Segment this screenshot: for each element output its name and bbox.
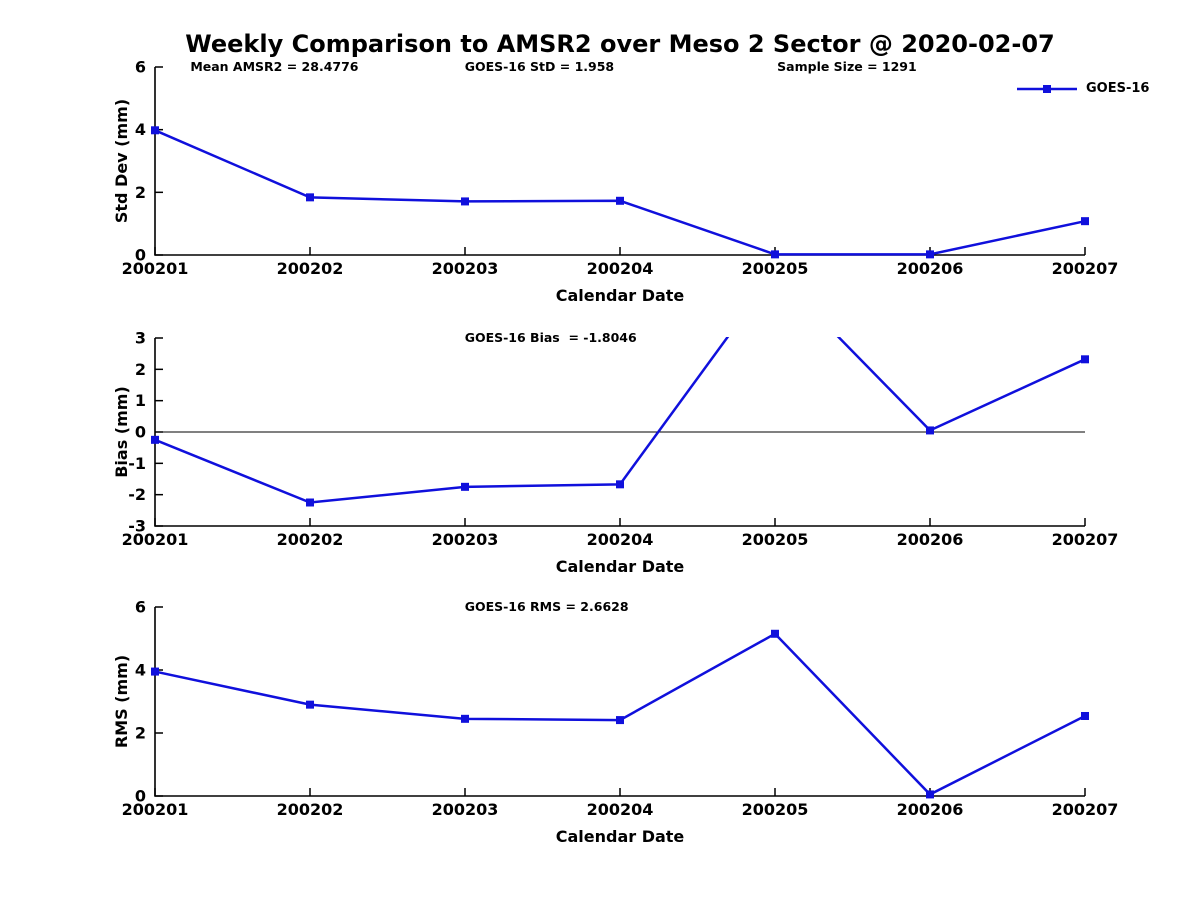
annotation: GOES-16 Bias = -1.8046 (465, 330, 637, 345)
x-tick-label: 200204 (587, 800, 654, 819)
data-point-marker (771, 629, 779, 638)
data-point-marker (461, 482, 469, 491)
y-tick-label: -1 (128, 454, 146, 473)
data-point-marker (926, 426, 934, 435)
data-point-marker (151, 435, 159, 444)
data-point-marker (151, 667, 159, 676)
x-axis-label: Calendar Date (556, 286, 685, 305)
y-tick-label: 0 (135, 787, 146, 806)
x-tick-label: 200206 (897, 530, 964, 549)
data-point-marker (1081, 355, 1089, 364)
y-tick-label: -2 (128, 485, 146, 504)
x-tick-label: 200206 (897, 259, 964, 278)
annotation: Mean AMSR2 = 28.4776 (190, 59, 358, 74)
x-tick-label: 200205 (742, 800, 809, 819)
x-tick-label: 200202 (277, 259, 344, 278)
y-axis-label: RMS (mm) (112, 655, 131, 748)
plot-rms: 200201 200202 200203 200204 200205 200206 2002… (112, 598, 1118, 847)
data-line (154, 337, 1086, 504)
x-tick-label: 200203 (432, 530, 499, 549)
data-point-marker (151, 126, 159, 135)
x-axis-label: Calendar Date (556, 827, 685, 846)
x-tick-label: 200206 (897, 800, 964, 819)
data-point-marker (1081, 711, 1089, 720)
data-point-marker (616, 716, 624, 725)
x-tick-label: 200205 (742, 530, 809, 549)
x-tick-label: 200207 (1052, 259, 1119, 278)
data-point-marker (306, 498, 314, 507)
x-tick-label: 200202 (277, 530, 344, 549)
data-point-marker (306, 700, 314, 709)
annotation: GOES-16 StD = 1.958 (465, 59, 614, 74)
y-tick-label: 6 (135, 58, 146, 77)
y-tick-label: 0 (135, 423, 146, 442)
data-point-marker (461, 197, 469, 206)
data-point-marker (926, 790, 934, 799)
x-axis-label: Calendar Date (556, 557, 685, 576)
y-tick-label: 1 (135, 391, 146, 410)
y-tick-label: 3 (135, 329, 146, 348)
legend: GOES-16 (1016, 81, 1149, 96)
x-tick-label: 200203 (432, 800, 499, 819)
legend-marker-icon (1043, 84, 1051, 93)
data-line (154, 632, 1086, 796)
y-tick-label: 2 (135, 183, 146, 202)
data-point-marker (461, 714, 469, 723)
legend-label: GOES-16 (1086, 81, 1150, 96)
x-tick-label: 200201 (122, 800, 189, 819)
x-tick-label: 200204 (587, 259, 654, 278)
x-tick-label: 200205 (742, 259, 809, 278)
y-tick-label: 2 (135, 360, 146, 379)
data-point-marker (926, 250, 934, 259)
x-tick-label: 200202 (277, 800, 344, 819)
data-point-marker (616, 196, 624, 205)
y-tick-label: 0 (135, 246, 146, 265)
data-point-marker (1081, 217, 1089, 226)
plot-bias: 200201 200202 200203 200204 200205 200206 2002… (112, 329, 1119, 577)
y-axis-label: Std Dev (mm) (112, 99, 131, 223)
x-tick-label: 200207 (1052, 530, 1119, 549)
y-axis-label: Bias (mm) (112, 386, 131, 478)
data-point-marker (771, 250, 779, 259)
data-line (154, 129, 1086, 256)
plot-std-dev: 200201 200202 200203 200204 200205 200206 2002… (112, 58, 1118, 306)
x-tick-label: 200201 (122, 259, 189, 278)
x-tick-label: 200203 (432, 259, 499, 278)
figure-title: Weekly Comparison to AMSR2 over Meso 2 S… (185, 30, 1055, 58)
y-tick-label: -3 (128, 517, 146, 536)
x-tick-label: 200204 (587, 530, 654, 549)
legend-swatch (1017, 84, 1077, 93)
y-tick-label: 6 (135, 598, 146, 617)
data-point-marker (616, 480, 624, 489)
annotation: GOES-16 RMS = 2.6628 (465, 599, 629, 614)
annotation: Sample Size = 1291 (777, 59, 917, 74)
y-tick-label: 4 (135, 120, 146, 139)
y-tick-label: 2 (135, 724, 146, 743)
y-tick-label: 4 (135, 661, 146, 680)
data-point-marker (306, 193, 314, 202)
x-tick-label: 200201 (122, 530, 189, 549)
axis-spines (154, 67, 1085, 256)
x-tick-label: 200207 (1052, 800, 1119, 819)
